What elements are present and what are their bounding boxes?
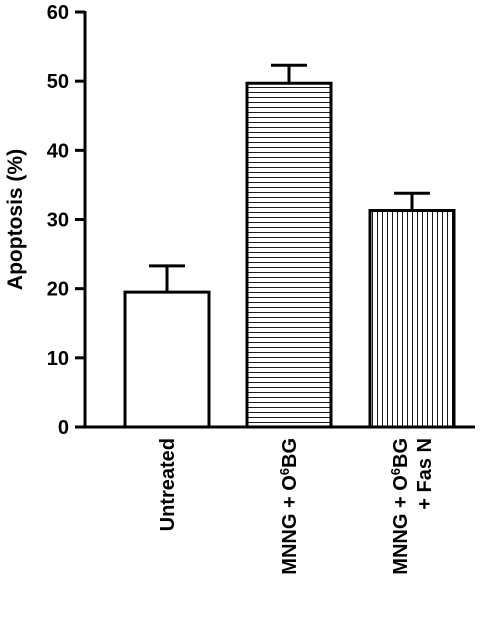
category-label: MNNG + O6BG bbox=[388, 438, 412, 575]
bar bbox=[368, 209, 456, 429]
y-tick-label: 60 bbox=[47, 2, 69, 24]
bar bbox=[123, 290, 211, 429]
error-bars bbox=[149, 63, 430, 293]
y-tick-label: 50 bbox=[47, 71, 69, 93]
category-label: Untreated bbox=[157, 438, 179, 531]
y-tick-label: 40 bbox=[47, 140, 69, 162]
y-tick-label: 10 bbox=[47, 348, 69, 370]
y-tick-label: 0 bbox=[58, 417, 69, 439]
y-ticks: 0 10 20 30 40 50 60 bbox=[47, 2, 85, 439]
category-label: MNNG + O6BG bbox=[277, 438, 301, 575]
y-axis-label: Apoptosis (%) bbox=[4, 149, 27, 290]
bars bbox=[123, 81, 456, 429]
bar bbox=[245, 81, 333, 429]
category-label: + Fas N bbox=[414, 438, 436, 510]
y-tick-label: 20 bbox=[47, 279, 69, 301]
y-tick-label: 30 bbox=[47, 210, 69, 232]
